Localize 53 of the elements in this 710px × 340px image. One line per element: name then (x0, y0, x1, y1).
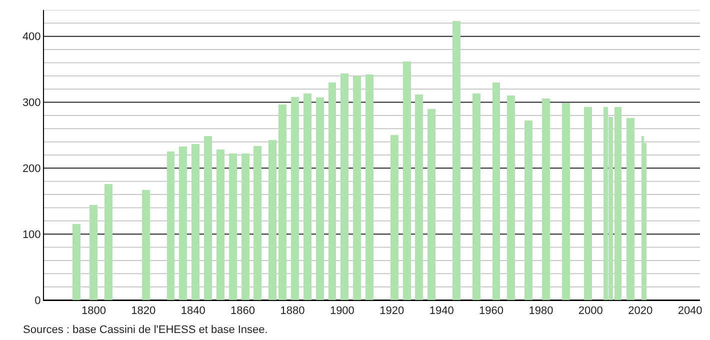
x-tick-label: 1820 (131, 305, 156, 318)
source-note: Sources : base Cassini de l'EHESS et base Insee. (23, 324, 268, 336)
bar (241, 154, 250, 300)
bar (303, 94, 312, 300)
bar (104, 184, 113, 300)
y-tick-label: 100 (22, 228, 41, 241)
bar (278, 104, 287, 300)
bar (353, 76, 362, 300)
bar (328, 82, 336, 300)
bar (179, 146, 188, 300)
bar (626, 118, 634, 300)
bar (542, 98, 550, 300)
bar (524, 120, 533, 300)
bar (290, 97, 299, 300)
bar (562, 102, 570, 300)
bar (507, 96, 516, 300)
bar (268, 140, 277, 300)
bar (472, 94, 480, 300)
x-tick-label: 1960 (479, 305, 504, 318)
bar (366, 74, 374, 300)
bar (428, 108, 436, 300)
y-tick-label: 300 (22, 97, 41, 110)
bar (228, 154, 237, 300)
y-tick-label: 400 (22, 31, 41, 44)
x-tick-label: 1800 (81, 305, 106, 318)
x-tick-label: 1940 (429, 305, 454, 318)
y-tick-label: 0 (34, 294, 41, 307)
bar (204, 136, 212, 300)
x-tick-label: 1880 (280, 305, 305, 318)
bar (90, 205, 98, 300)
bar (142, 190, 150, 300)
bar (216, 150, 224, 300)
y-tick-label: 200 (22, 163, 41, 176)
bar (415, 94, 424, 300)
bar (390, 135, 398, 300)
x-tick-label: 2020 (628, 305, 653, 318)
bar (492, 82, 500, 300)
bar (340, 73, 349, 300)
x-tick-label: 2040 (678, 305, 702, 318)
bar (402, 61, 411, 300)
x-tick-label: 1920 (380, 305, 404, 318)
x-tick-label: 1980 (528, 305, 554, 318)
bar (72, 224, 80, 300)
x-tick-label: 1900 (330, 305, 354, 318)
x-tick-label: 1860 (230, 305, 256, 318)
bar (584, 106, 592, 300)
bar (166, 152, 175, 300)
bar (452, 21, 460, 300)
bar (316, 98, 324, 300)
bar (254, 146, 262, 300)
x-tick-label: 1840 (180, 305, 206, 318)
x-tick-label: 2000 (578, 305, 603, 318)
bar (192, 144, 200, 300)
